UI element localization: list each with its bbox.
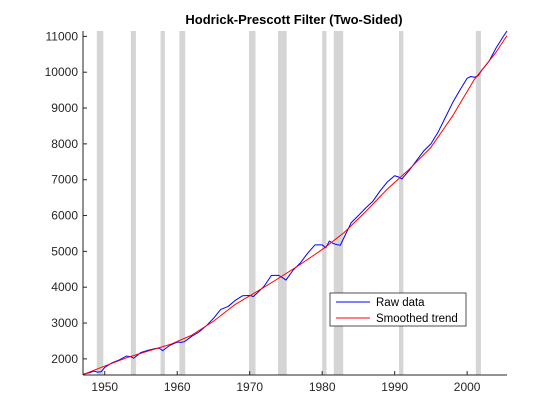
recession-band [96,31,104,375]
recession-bands [96,31,481,375]
axes: 1950 1960 1970 1980 1990 2000 2000 3000 4000 5000… [45,29,507,394]
recession-band [160,31,165,375]
y-tick-label: 10000 [45,65,79,79]
x-tick-label: 1980 [309,380,336,394]
recession-band [475,31,481,375]
x-tick-label: 1960 [164,380,191,394]
y-tick-label: 6000 [51,209,78,223]
legend-trend-label: Smoothed trend [376,313,458,325]
legend-box [329,292,467,327]
y-tick-label: 11000 [46,29,79,43]
recession-band [399,31,404,375]
series-lines [82,30,508,376]
y-tick-label: 5000 [51,244,78,258]
recession-band [179,31,186,375]
x-tick-label: 1950 [91,380,118,394]
recession-band [248,31,256,375]
recession-band [322,31,327,375]
x-tick-label: 1970 [236,380,263,394]
recession-band [130,31,136,375]
y-tick-label: 7000 [51,173,78,187]
recession-band [333,31,344,375]
x-tick-label: 2000 [454,380,481,394]
y-tick-label: 9000 [51,101,78,115]
legend: Raw data Smoothed trend [329,292,467,327]
y-tick-label: 2000 [51,352,78,366]
x-tick-label: 1990 [381,380,408,394]
y-tick-label: 3000 [51,316,78,330]
legend-raw-label: Raw data [376,297,425,309]
raw-data-line [82,30,508,375]
y-tick-label: 4000 [51,280,78,294]
y-tick-label: 8000 [51,137,78,151]
recession-band [277,31,287,375]
smoothed-trend-line [82,35,508,376]
chart-title: Hodrick-Prescott Filter (Two-Sided) [185,12,402,27]
